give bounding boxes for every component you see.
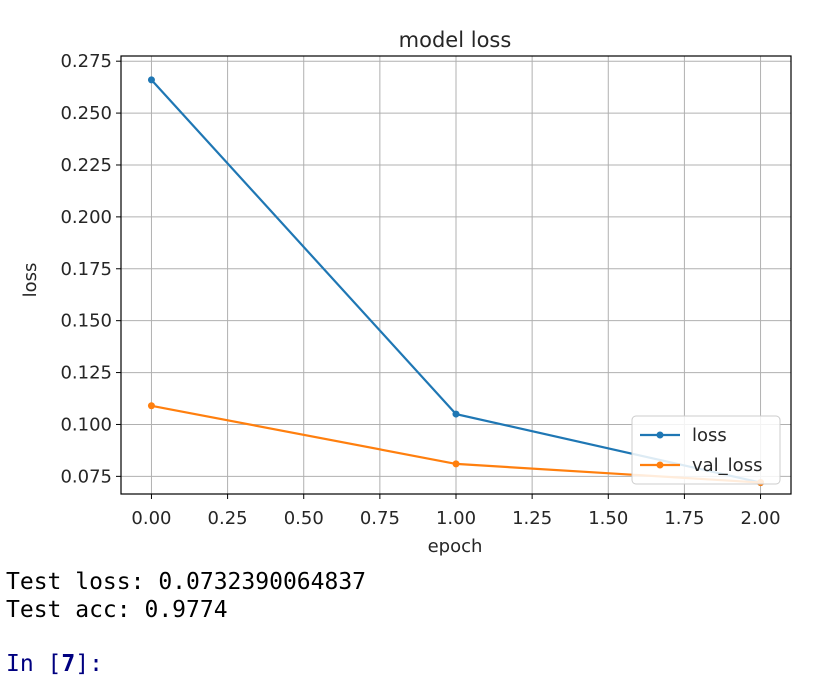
y-tick-label: 0.150 <box>60 311 112 332</box>
prompt-number: 7 <box>61 651 76 677</box>
y-tick-label: 0.125 <box>60 363 112 384</box>
legend-swatch-marker <box>656 461 664 469</box>
legend-label: loss <box>692 425 727 446</box>
y-tick-label: 0.250 <box>60 103 112 124</box>
x-tick-label: 1.75 <box>664 508 704 529</box>
loss-chart: 0.00 0.25 0.50 0.75 1.00 1.25 1.50 1.75 2.00 0.07… <box>20 28 792 557</box>
val_loss-point <box>147 402 155 410</box>
x-tick-label: 0.25 <box>208 508 248 529</box>
y-tick-label: 0.075 <box>60 466 112 487</box>
x-tick-label: 0.00 <box>131 508 171 529</box>
x-tick-label: 1.00 <box>436 508 476 529</box>
prompt-suffix: ]: <box>75 651 103 677</box>
x-axis-label: epoch <box>428 536 483 557</box>
test-acc-line: Test acc: 0.9774 <box>6 597 228 623</box>
x-tick-label: 1.25 <box>512 508 552 529</box>
x-tick-label: 0.75 <box>360 508 400 529</box>
chart-title: model loss <box>399 28 512 52</box>
test-output: Test loss: 0.0732390064837 Test acc: 0.97… <box>6 568 366 624</box>
y-tick-label: 0.100 <box>60 414 112 435</box>
y-axis-label: loss <box>20 263 41 298</box>
x-tick-label: 0.50 <box>284 508 324 529</box>
legend: loss val_loss <box>631 415 781 485</box>
cell-prompt: In [7]: <box>6 651 103 677</box>
legend-label: val_loss <box>692 455 762 476</box>
legend-swatch-marker <box>656 431 664 439</box>
x-tick-label: 1.50 <box>588 508 628 529</box>
grid-lines <box>121 56 791 494</box>
y-tick-label: 0.175 <box>60 259 112 280</box>
legend-box <box>631 415 781 485</box>
y-tick-label: 0.225 <box>60 155 112 176</box>
prompt-label: In [ <box>6 651 62 677</box>
loss-point <box>452 410 460 418</box>
val_loss-point <box>452 460 460 468</box>
x-tick-label: 2.00 <box>741 508 781 529</box>
loss-point <box>147 76 155 84</box>
y-tick-label: 0.200 <box>60 207 112 228</box>
test-loss-line: Test loss: 0.0732390064837 <box>6 569 367 595</box>
y-tick-label: 0.275 <box>60 51 112 72</box>
tick-labels: 0.00 0.25 0.50 0.75 1.00 1.25 1.50 1.75 2.00 0.07… <box>60 51 780 529</box>
